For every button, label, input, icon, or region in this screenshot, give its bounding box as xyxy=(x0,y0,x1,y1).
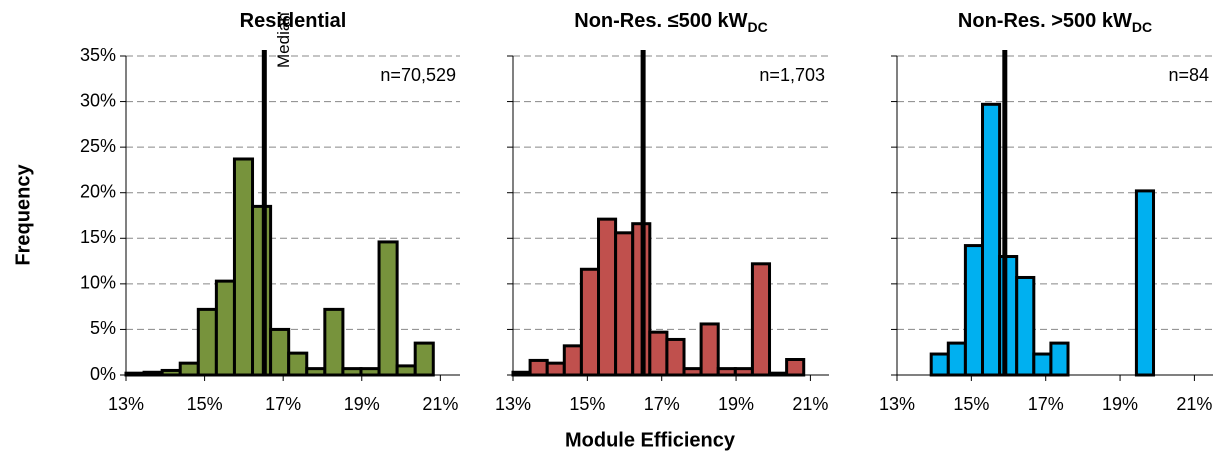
median-label: Median xyxy=(274,12,293,68)
bar xyxy=(395,364,417,377)
x-tick-label: 15% xyxy=(953,394,989,414)
bar xyxy=(413,341,435,377)
x-tick-label: 17% xyxy=(265,394,301,414)
bar xyxy=(1049,341,1070,377)
bar xyxy=(981,102,1002,377)
x-tick-label: 15% xyxy=(187,394,223,414)
bar xyxy=(287,351,309,377)
bar xyxy=(1015,275,1036,377)
bar xyxy=(341,367,363,377)
bar xyxy=(998,255,1019,377)
x-tick-label: 21% xyxy=(792,394,828,414)
bar xyxy=(946,341,967,377)
bar xyxy=(528,358,549,377)
bar xyxy=(269,327,291,377)
y-axis-title: Frequency xyxy=(12,164,34,266)
x-tick-label: 13% xyxy=(879,394,915,414)
bar xyxy=(214,279,236,377)
x-tick-label: 19% xyxy=(344,394,380,414)
bar xyxy=(733,367,754,377)
x-tick-label: 21% xyxy=(422,394,458,414)
y-tick-label: 25% xyxy=(80,136,116,156)
bar xyxy=(648,330,669,377)
annotation: n=1,703 xyxy=(759,65,825,85)
annotation: n=70,529 xyxy=(380,65,456,85)
panel-title: Residential xyxy=(240,10,347,32)
x-tick-label: 19% xyxy=(1102,394,1138,414)
bar xyxy=(178,361,200,377)
panel-title-sub: DC xyxy=(748,19,768,35)
x-tick-label: 17% xyxy=(644,394,680,414)
bar xyxy=(323,307,345,377)
panel-title-text: Non-Res. >500 kW xyxy=(958,10,1132,32)
y-tick-label: 15% xyxy=(80,227,116,247)
bar xyxy=(665,337,686,377)
bar xyxy=(614,231,635,377)
bar xyxy=(929,352,950,377)
bar xyxy=(562,344,583,377)
x-tick-label: 21% xyxy=(1176,394,1212,414)
bar xyxy=(597,217,618,377)
y-tick-label: 10% xyxy=(80,273,116,293)
panel-title: Non-Res. ≤500 kWDC xyxy=(574,10,767,34)
bar xyxy=(359,367,381,377)
y-tick-label: 0% xyxy=(90,364,116,384)
bar xyxy=(785,358,806,377)
x-tick-label: 15% xyxy=(569,394,605,414)
annotation: n=84 xyxy=(1168,65,1209,85)
y-tick-label: 20% xyxy=(80,181,116,201)
bar xyxy=(1134,189,1156,377)
bar xyxy=(1032,352,1053,377)
bar xyxy=(251,204,273,377)
bar xyxy=(377,240,399,377)
bar xyxy=(160,368,182,377)
bar xyxy=(305,367,327,377)
bar xyxy=(682,367,703,377)
x-tick-label: 13% xyxy=(495,394,531,414)
y-tick-label: 30% xyxy=(80,90,116,110)
bar xyxy=(196,307,218,377)
x-tick-label: 17% xyxy=(1028,394,1064,414)
y-tick-label: 35% xyxy=(80,45,116,65)
x-axis-title: Module Efficiency xyxy=(565,429,736,451)
y-tick-label: 5% xyxy=(90,318,116,338)
panel-title-text: Residential xyxy=(240,10,347,32)
panel-title: Non-Res. >500 kWDC xyxy=(958,10,1152,34)
bar xyxy=(716,367,737,377)
panel-title-sub: DC xyxy=(1132,19,1152,35)
x-tick-label: 19% xyxy=(718,394,754,414)
bar xyxy=(699,322,720,377)
bar xyxy=(232,157,255,377)
bar xyxy=(545,361,566,377)
panel-title-text: Non-Res. ≤500 kW xyxy=(574,10,747,32)
bar xyxy=(963,244,985,377)
x-tick-label: 13% xyxy=(108,394,144,414)
bar xyxy=(750,262,772,377)
bar xyxy=(579,267,601,377)
